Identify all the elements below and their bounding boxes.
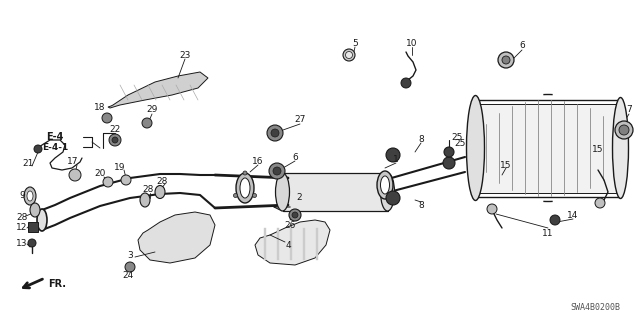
Text: 5: 5 (352, 39, 358, 48)
Text: 7: 7 (626, 106, 632, 115)
Polygon shape (108, 72, 208, 108)
Text: 25: 25 (454, 138, 466, 147)
Polygon shape (303, 228, 305, 260)
Ellipse shape (612, 98, 628, 198)
Text: 18: 18 (94, 102, 106, 112)
Text: 16: 16 (252, 158, 264, 167)
Text: 6: 6 (292, 152, 298, 161)
Text: SWA4B0200B: SWA4B0200B (570, 302, 620, 311)
Text: 20: 20 (94, 169, 106, 179)
Text: FR.: FR. (48, 279, 66, 289)
Circle shape (550, 215, 560, 225)
Text: 29: 29 (147, 106, 157, 115)
Text: 11: 11 (542, 228, 554, 238)
Circle shape (234, 194, 237, 197)
Text: 6: 6 (519, 41, 525, 50)
Ellipse shape (24, 187, 36, 205)
Circle shape (103, 177, 113, 187)
Ellipse shape (381, 176, 390, 194)
Ellipse shape (30, 203, 40, 217)
Circle shape (269, 163, 285, 179)
Text: 2: 2 (296, 194, 302, 203)
Text: 15: 15 (592, 145, 604, 154)
Ellipse shape (27, 191, 33, 201)
Circle shape (444, 147, 454, 157)
Circle shape (125, 262, 135, 272)
Circle shape (34, 145, 42, 153)
Circle shape (386, 148, 400, 162)
Circle shape (443, 157, 455, 169)
Circle shape (289, 209, 301, 221)
Text: 27: 27 (294, 115, 306, 124)
Circle shape (69, 169, 81, 181)
Text: 23: 23 (179, 50, 191, 60)
Ellipse shape (467, 95, 484, 201)
Circle shape (271, 129, 279, 137)
Bar (28, 222, 38, 232)
Circle shape (619, 125, 629, 135)
Text: 13: 13 (16, 240, 28, 249)
Polygon shape (255, 220, 330, 265)
Circle shape (502, 56, 510, 64)
Circle shape (28, 239, 36, 247)
Polygon shape (277, 228, 279, 260)
Text: 3: 3 (127, 250, 133, 259)
Circle shape (102, 113, 112, 123)
Text: 15: 15 (500, 160, 512, 169)
Text: 8: 8 (418, 135, 424, 144)
Text: 19: 19 (115, 162, 125, 172)
Circle shape (121, 175, 131, 185)
Ellipse shape (377, 171, 393, 199)
Text: 21: 21 (22, 159, 34, 167)
Circle shape (386, 191, 400, 205)
Circle shape (273, 167, 281, 175)
Text: 10: 10 (406, 39, 418, 48)
Text: 22: 22 (109, 125, 120, 135)
Circle shape (401, 78, 411, 88)
Text: 28: 28 (156, 176, 168, 186)
Text: 12: 12 (16, 224, 28, 233)
Text: 26: 26 (284, 220, 296, 229)
Ellipse shape (343, 49, 355, 61)
Text: 8: 8 (418, 201, 424, 210)
Circle shape (498, 52, 514, 68)
Circle shape (243, 171, 247, 175)
Text: 17: 17 (67, 158, 79, 167)
Polygon shape (282, 173, 387, 211)
Text: 25: 25 (451, 133, 463, 143)
Polygon shape (290, 228, 292, 260)
Polygon shape (476, 103, 621, 192)
Ellipse shape (155, 186, 165, 198)
Circle shape (487, 204, 497, 214)
Circle shape (253, 194, 257, 197)
Circle shape (615, 121, 633, 139)
Circle shape (267, 125, 283, 141)
Ellipse shape (236, 173, 254, 203)
Circle shape (292, 212, 298, 218)
Circle shape (142, 118, 152, 128)
Ellipse shape (381, 173, 394, 211)
Text: 24: 24 (122, 271, 134, 279)
Text: 28: 28 (16, 213, 28, 222)
Circle shape (595, 198, 605, 208)
Circle shape (112, 137, 118, 143)
Text: 14: 14 (567, 211, 579, 219)
Polygon shape (264, 228, 266, 260)
Text: E-4: E-4 (46, 132, 64, 142)
Ellipse shape (140, 193, 150, 207)
Polygon shape (316, 228, 318, 260)
Text: E-4-1: E-4-1 (42, 143, 68, 152)
Circle shape (109, 134, 121, 146)
Text: 1: 1 (393, 155, 399, 165)
Ellipse shape (240, 178, 250, 198)
Ellipse shape (37, 209, 47, 231)
Text: 9: 9 (19, 190, 25, 199)
Ellipse shape (346, 51, 353, 58)
Ellipse shape (275, 173, 289, 211)
Polygon shape (138, 212, 215, 263)
Text: 28: 28 (142, 186, 154, 195)
Text: 4: 4 (285, 241, 291, 250)
